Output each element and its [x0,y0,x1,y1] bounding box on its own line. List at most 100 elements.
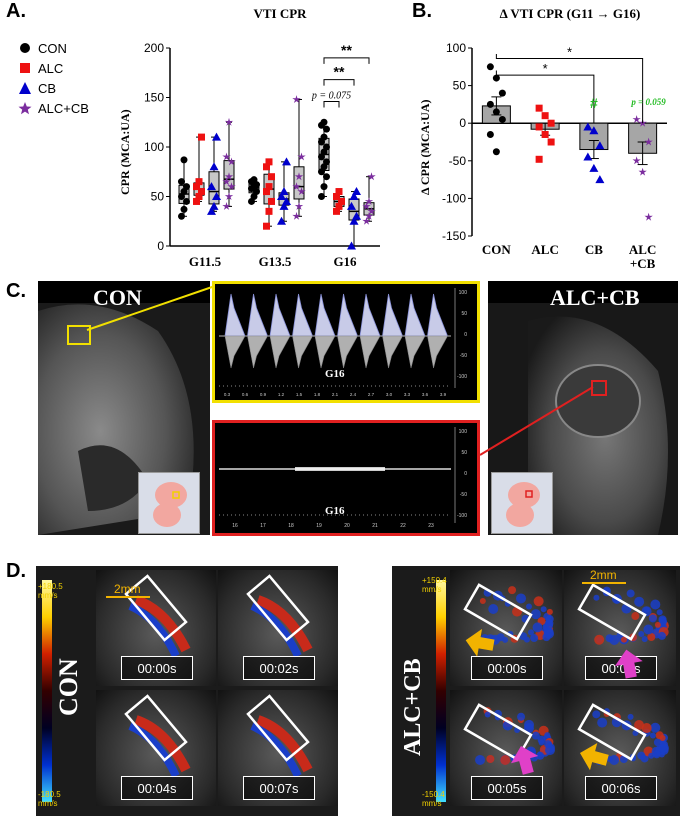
scale-bar [582,582,626,584]
data-point [535,123,543,131]
data-point [323,125,330,133]
time-tick-label: 3.6 [422,392,429,397]
square-marker-icon [20,63,30,73]
roi-box [246,574,310,642]
y-tick-label: 100 [144,140,164,154]
time-tick-label: 1.2 [278,392,285,397]
data-point [318,193,325,200]
flow-pixel [500,754,511,765]
sig-bracket-con-cb [323,79,355,86]
alccb-color-doppler-grid: +150.4 mm/s -150.4 mm/s ALC+CB 00:00s 00:… [392,566,680,816]
velocity-tick-label: -100 [457,513,467,519]
data-point [178,178,185,186]
reverse-flow [337,335,359,369]
chart-a-plot: 0 50 100 150 200 G11.5 G13.5 G16 ** ** p = 0.075 [144,41,380,269]
x-tick-label: ALC [531,242,558,257]
scale-bottom-label: -180.5 mm/s [38,790,61,808]
velocity-tick-label: 0 [464,332,467,338]
fetus-icon [491,472,553,534]
data-point [349,216,359,225]
flow-red [134,595,191,653]
data-point [193,183,200,191]
flow-pixel [544,732,551,739]
alccb-d-label: ALC+CB [400,658,426,756]
systolic-peak [359,293,381,337]
data-point [589,126,599,135]
flow-pixel [658,743,669,754]
flow-pixel [479,598,486,605]
flow-pixel [508,586,517,595]
flow-pixel [597,717,608,728]
con-color-doppler-grid: +180.5 mm/s -180.5 mm/s CON 00:00s 00:02s… [36,566,338,816]
frame-timestamp: 00:05s [471,776,543,800]
flow-pixel [641,636,648,643]
arrow-icon [579,742,609,771]
doppler-flow-overlay [577,583,669,645]
flow-pixel [647,632,656,641]
flow-red [256,715,313,773]
doppler-frame: 00:06s [564,690,676,806]
flow-pixel [515,593,526,604]
flow-pixel [527,629,534,636]
chart-a-title: VTI CPR [253,6,307,21]
time-tick-label: 3.3 [404,392,411,397]
flow-blue [250,602,302,658]
alccb-doppler-waveform: 16 17 18 19 20 21 22 23 100 50 0 -50 -100 G16 [212,420,480,536]
data-point [297,187,306,196]
data-point [222,177,231,186]
flow-pixel [488,603,499,614]
legend-a: CON ALC CB ALC+CB [18,38,89,118]
data-point [222,152,231,161]
flow-pixel [592,710,601,719]
doppler-flow-overlay [246,574,313,658]
doppler-frame: 00:00s [96,570,216,686]
data-point [224,117,234,126]
sig-bracket-con-alccb-label: * [567,44,572,59]
flow-pixel [517,712,526,721]
reverse-flow [404,335,426,369]
y-tick-label: 200 [144,41,164,55]
doppler-frame: 00:04s [96,690,216,806]
data-point [486,100,494,108]
flow-pixel [659,734,666,741]
data-point [498,89,506,97]
flow-pixel [532,622,543,633]
data-point [265,207,273,215]
data-point [224,172,234,181]
data-point [277,192,286,200]
flow-pixel [543,627,554,638]
data-point [338,197,345,205]
time-tick-label: 2.4 [350,392,357,397]
flow-pixel [531,731,540,740]
x-tick-label: G13.5 [259,254,292,269]
data-point [320,133,328,141]
doppler-flow-overlay [124,574,191,658]
flow-pixel [659,617,668,626]
data-point [492,108,500,116]
flow-pixel [648,614,657,623]
scale-bar [106,596,150,598]
y-tick-label: 50 [151,190,165,204]
time-tick-label: 1.8 [314,392,321,397]
flow-pixel [484,711,491,718]
reverse-flow [427,335,449,369]
systolic-peak [427,293,449,337]
data-point [320,183,328,191]
reverse-flow [269,335,291,369]
roi-box [463,703,533,761]
doppler-frame: 00:02s [218,570,338,686]
time-tick-label: 23 [428,523,434,529]
data-point [541,130,549,138]
systolic-peak [247,293,269,337]
data-point [367,172,376,181]
y-tick-label: -50 [449,154,467,168]
flow-pixel [594,634,605,645]
sig-bracket-con-alccb [495,54,644,124]
box [293,166,305,200]
data-point [632,156,641,165]
data-point [268,173,275,181]
flow-pixel [634,720,645,731]
data-point [180,205,188,213]
y-tick-label: 150 [144,91,164,105]
